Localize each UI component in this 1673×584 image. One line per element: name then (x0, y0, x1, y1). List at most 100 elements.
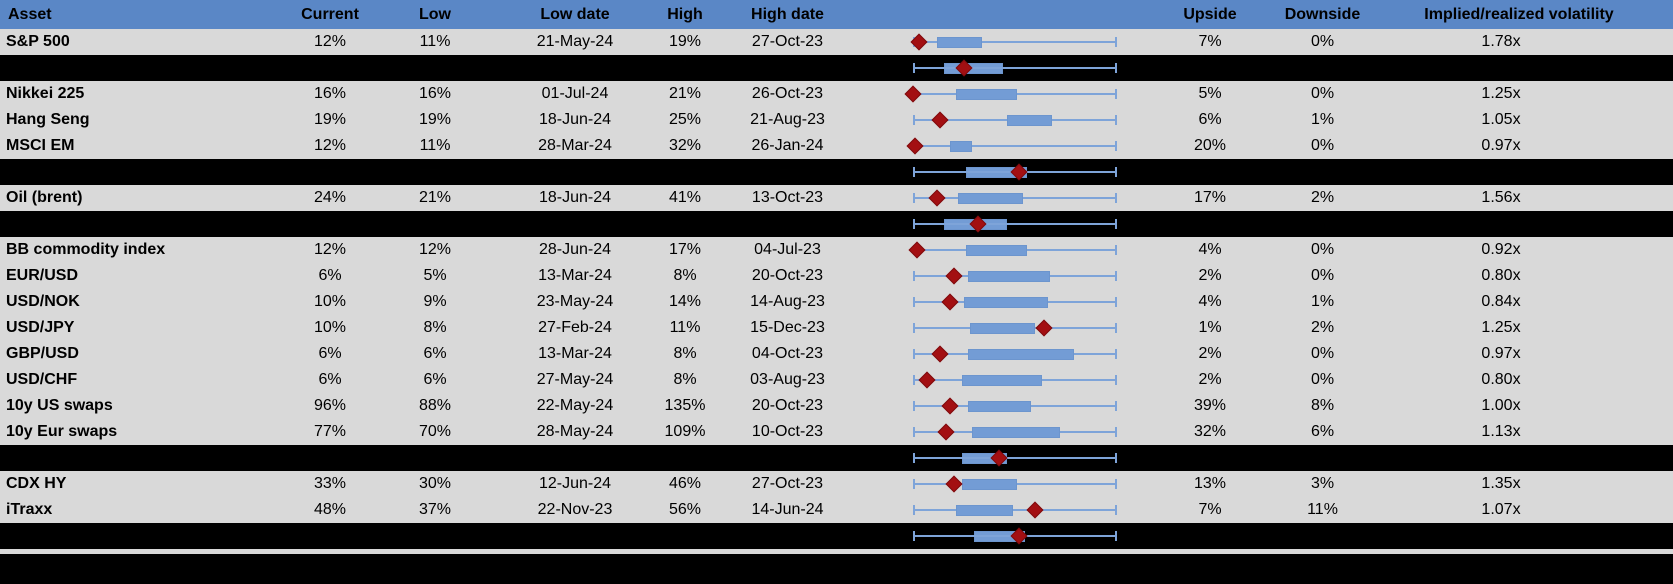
low-value: 11% (419, 33, 451, 50)
low-date-value: 27-May-24 (536, 371, 614, 388)
table-row: CDX HY 33% 30% 12-Jun-24 46% 27-Oct-23 13% 3% 1.… (0, 471, 1673, 497)
asset-label: S&P 500 (6, 33, 70, 50)
implied-realized-value: 0.84x (1481, 293, 1521, 310)
high-value: 8% (673, 345, 697, 362)
low-value: 8% (423, 319, 447, 336)
upside-value: 13% (1193, 475, 1227, 492)
separator-row (0, 159, 1673, 185)
whisker-cap-right (1115, 297, 1117, 307)
range-boxplot (913, 419, 1117, 445)
whisker-line (913, 457, 1117, 459)
column-header-high-date: High date (751, 5, 824, 23)
implied-realized-value: 1.25x (1481, 85, 1521, 102)
asset-label: USD/CHF (6, 371, 78, 388)
implied-realized-value: 0.97x (1481, 137, 1521, 154)
range-boxplot (913, 159, 1117, 185)
downside-value: 0% (1310, 241, 1335, 258)
asset-label: EUR/USD (6, 267, 79, 284)
range-boxplot (913, 393, 1117, 419)
range-plot-cell (860, 289, 1140, 315)
asset-label: 10y Eur swaps (6, 423, 118, 440)
table-row: 10y Eur swaps 77% 70% 28-May-24 109% 10-Oct-2… (0, 419, 1673, 445)
table-row: USD/CHF 6% 6% 27-May-24 8% 03-Aug-23 2% 0% 0.80x (0, 367, 1673, 393)
whisker-cap-right (1115, 375, 1117, 385)
low-date-value: 01-Jul-24 (541, 85, 609, 102)
range-plot-cell (860, 419, 1140, 445)
asset-label: Nikkei 225 (6, 85, 85, 102)
whisker-cap-left (913, 401, 915, 411)
low-value: 6% (423, 345, 447, 362)
whisker-cap-left (913, 427, 915, 437)
range-plot-cell (860, 81, 1140, 107)
asset-label: USD/NOK (6, 293, 80, 310)
separator-row (0, 445, 1673, 471)
range-box (1006, 114, 1052, 126)
column-header-high: High (667, 5, 703, 23)
implied-realized-value: 1.25x (1481, 319, 1521, 336)
range-box (961, 374, 1042, 386)
range-plot-cell (860, 263, 1140, 289)
range-boxplot (913, 263, 1117, 289)
low-value: 6% (423, 371, 447, 388)
implied-realized-value: 0.80x (1481, 267, 1521, 284)
diamond-marker-icon (937, 423, 955, 441)
range-plot-cell (860, 211, 1140, 237)
downside-value: 0% (1310, 371, 1335, 388)
table-row: USD/JPY 10% 8% 27-Feb-24 11% 15-Dec-23 1% 2% 1.2… (0, 315, 1673, 341)
low-value: 88% (418, 397, 452, 414)
high-value: 32% (668, 137, 702, 154)
downside-value: 6% (1310, 423, 1335, 440)
diamond-marker-icon (904, 85, 922, 103)
implied-realized-value: 1.00x (1481, 397, 1521, 414)
range-boxplot (913, 445, 1117, 471)
whisker-cap-left (913, 271, 915, 281)
diamond-marker-icon (1035, 319, 1053, 337)
range-boxplot (913, 497, 1117, 523)
current-value: 48% (313, 501, 347, 518)
range-plot-cell (860, 159, 1140, 185)
range-boxplot (908, 237, 1117, 263)
column-header-upside: Upside (1183, 5, 1237, 23)
range-boxplot (913, 107, 1117, 133)
table-row: 10y US swaps 96% 88% 22-May-24 135% 20-Oct-23… (0, 393, 1673, 419)
whisker-cap-right (1115, 479, 1117, 489)
table-row: Oil (brent) 24% 21% 18-Jun-24 41% 13-Oct-23 17… (0, 185, 1673, 211)
downside-value: 0% (1310, 267, 1335, 284)
low-date-value: 28-Jun-24 (538, 241, 612, 258)
current-value: 12% (313, 137, 347, 154)
asset-label: GBP/USD (6, 345, 79, 362)
range-box (955, 504, 1013, 516)
range-plot-cell (860, 523, 1140, 549)
low-value: 21% (418, 189, 452, 206)
implied-realized-value: 1.05x (1481, 111, 1521, 128)
implied-realized-value: 0.97x (1481, 345, 1521, 362)
range-box (961, 478, 1018, 490)
table-row: iTraxx 48% 37% 22-Nov-23 56% 14-Jun-24 7% 11% 1.… (0, 497, 1673, 523)
range-plot-cell (860, 133, 1140, 159)
bottom-divider (0, 549, 1673, 554)
high-date-value: 04-Jul-23 (754, 241, 821, 258)
upside-value: 2% (1198, 371, 1222, 388)
range-box (966, 244, 1028, 256)
current-value: 10% (313, 293, 347, 310)
upside-value: 39% (1193, 397, 1227, 414)
low-value: 11% (419, 137, 451, 154)
range-plot-cell (860, 471, 1140, 497)
high-date-value: 26-Jan-24 (751, 137, 824, 154)
asset-label: 10y US swaps (6, 397, 113, 414)
current-value: 6% (318, 267, 342, 284)
whisker-cap-right (1115, 401, 1117, 411)
high-date-value: 27-Oct-23 (751, 33, 824, 50)
current-value: 10% (313, 319, 347, 336)
low-date-value: 13-Mar-24 (538, 345, 612, 362)
low-value: 37% (418, 501, 452, 518)
high-date-value: 03-Aug-23 (750, 371, 825, 388)
range-boxplot (913, 185, 1117, 211)
low-date-value: 18-Jun-24 (538, 111, 612, 128)
table-row: S&P 500 12% 11% 21-May-24 19% 27-Oct-23 7% 0% 1.… (0, 29, 1673, 55)
high-value: 8% (673, 371, 697, 388)
low-value: 16% (418, 85, 452, 102)
diamond-marker-icon (941, 293, 959, 311)
upside-value: 7% (1198, 501, 1222, 518)
